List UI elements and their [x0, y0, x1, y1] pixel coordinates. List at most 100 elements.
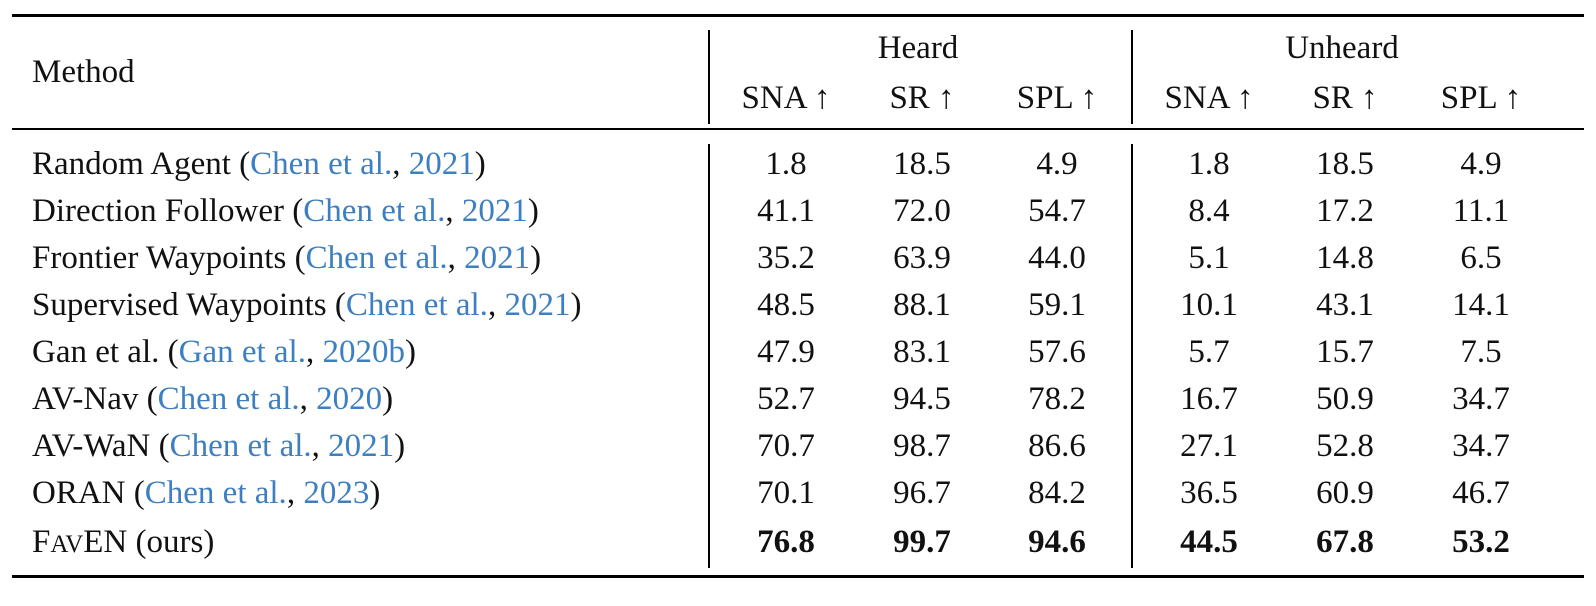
- citation-year-link[interactable]: 2021: [408, 146, 475, 182]
- table-cell: 94.5: [893, 381, 951, 417]
- table-cell: 44.0: [1028, 240, 1086, 276]
- ours-suffix: (ours): [135, 524, 215, 560]
- table-cell: 72.0: [893, 193, 951, 229]
- table-cell: 11.1: [1452, 193, 1510, 229]
- table-cell: 4.9: [1036, 146, 1078, 182]
- metric-header: SR ↑: [1312, 80, 1378, 116]
- method-header: Method: [32, 54, 135, 90]
- method-divider-header: [708, 30, 710, 124]
- ours-name-av: AV: [50, 531, 84, 558]
- table-cell: 10.1: [1180, 287, 1238, 323]
- table-cell: 98.7: [893, 428, 951, 464]
- metric-header: SPL ↑: [1440, 80, 1522, 116]
- method-name: Frontier Waypoints (Chen et al., 2021): [32, 240, 542, 276]
- metric-header: SR ↑: [889, 80, 955, 116]
- citation-author-link[interactable]: Gan et al.: [178, 334, 306, 370]
- citation-year-link[interactable]: 2021: [328, 428, 395, 464]
- citation-author-link[interactable]: Chen et al.: [345, 287, 488, 323]
- table-cell: 15.7: [1316, 334, 1374, 370]
- table-cell-ours: 44.5: [1180, 524, 1238, 560]
- table-cell: 78.2: [1028, 381, 1086, 417]
- method-label: Gan et al.: [32, 334, 160, 370]
- table-cell: 52.8: [1316, 428, 1374, 464]
- ours-name-en: EN: [83, 524, 128, 560]
- table-cell: 86.6: [1028, 428, 1086, 464]
- table-cell-ours: 53.2: [1452, 524, 1510, 560]
- table-cell: 18.5: [1316, 146, 1374, 182]
- table-cell: 5.7: [1188, 334, 1230, 370]
- metric-header: SPL ↑: [1016, 80, 1098, 116]
- citation-year-link[interactable]: 2020b: [322, 334, 405, 370]
- citation-year-link[interactable]: 2023: [303, 475, 370, 511]
- method-name: ORAN (Chen et al., 2023): [32, 475, 381, 511]
- table-cell: 14.8: [1316, 240, 1374, 276]
- table-cell: 46.7: [1452, 475, 1510, 511]
- method-label: AV-Nav: [32, 381, 139, 417]
- table-cell: 1.8: [765, 146, 807, 182]
- citation-year-link[interactable]: 2021: [504, 287, 571, 323]
- table-cell-ours: 94.6: [1028, 524, 1086, 560]
- top-rule: [12, 14, 1584, 17]
- method-name-ours: FAVEN (ours): [32, 522, 214, 565]
- table-cell: 63.9: [893, 240, 951, 276]
- table-cell: 7.5: [1460, 334, 1502, 370]
- citation-author-link[interactable]: Chen et al.: [157, 381, 300, 417]
- ours-name-f: F: [32, 524, 51, 560]
- method-label: Random Agent: [32, 146, 231, 182]
- table-cell: 36.5: [1180, 475, 1238, 511]
- table-cell-ours: 67.8: [1316, 524, 1374, 560]
- table-cell-ours: 76.8: [757, 524, 815, 560]
- bottom-rule: [12, 575, 1584, 578]
- table-cell: 35.2: [757, 240, 815, 276]
- table-cell: 17.2: [1316, 193, 1374, 229]
- table-cell: 54.7: [1028, 193, 1086, 229]
- method-name: AV-WaN (Chen et al., 2021): [32, 428, 406, 464]
- table-cell: 83.1: [893, 334, 951, 370]
- method-name: Random Agent (Chen et al., 2021): [32, 146, 486, 182]
- method-label: ORAN: [32, 475, 126, 511]
- method-divider-body: [708, 144, 710, 568]
- citation-year-link[interactable]: 2021: [461, 193, 528, 229]
- table-cell: 14.1: [1452, 287, 1510, 323]
- citation-year-link[interactable]: 2020: [316, 381, 383, 417]
- group-header-heard: Heard: [877, 30, 959, 66]
- table-cell: 48.5: [757, 287, 815, 323]
- group-divider-header: [1131, 30, 1133, 124]
- method-label: AV-WaN: [32, 428, 151, 464]
- table-cell: 70.1: [757, 475, 815, 511]
- table-cell: 57.6: [1028, 334, 1086, 370]
- table-cell: 5.1: [1188, 240, 1230, 276]
- table-cell: 43.1: [1316, 287, 1374, 323]
- citation-author-link[interactable]: Chen et al.: [169, 428, 312, 464]
- table-cell: 16.7: [1180, 381, 1238, 417]
- method-name: Direction Follower (Chen et al., 2021): [32, 193, 539, 229]
- table-cell: 47.9: [757, 334, 815, 370]
- table-cell: 59.1: [1028, 287, 1086, 323]
- table-cell: 52.7: [757, 381, 815, 417]
- table-cell: 34.7: [1452, 381, 1510, 417]
- metric-header: SNA ↑: [1164, 80, 1254, 116]
- table-cell-ours: 99.7: [893, 524, 951, 560]
- table-cell: 4.9: [1460, 146, 1502, 182]
- method-name: Supervised Waypoints (Chen et al., 2021): [32, 287, 582, 323]
- citation-author-link[interactable]: Chen et al.: [303, 193, 446, 229]
- citation-author-link[interactable]: Chen et al.: [144, 475, 287, 511]
- group-divider-body: [1131, 144, 1133, 568]
- table-cell: 50.9: [1316, 381, 1374, 417]
- table-cell: 34.7: [1452, 428, 1510, 464]
- table-cell: 88.1: [893, 287, 951, 323]
- table-cell: 60.9: [1316, 475, 1374, 511]
- citation-author-link[interactable]: Chen et al.: [250, 146, 393, 182]
- table-cell: 8.4: [1188, 193, 1230, 229]
- citation-author-link[interactable]: Chen et al.: [305, 240, 448, 276]
- table-cell: 1.8: [1188, 146, 1230, 182]
- table-cell: 41.1: [757, 193, 815, 229]
- table-cell: 84.2: [1028, 475, 1086, 511]
- method-label: Supervised Waypoints: [32, 287, 327, 323]
- metric-header: SNA ↑: [741, 80, 831, 116]
- citation-year-link[interactable]: 2021: [464, 240, 531, 276]
- method-name: AV-Nav (Chen et al., 2020): [32, 381, 394, 417]
- group-header-unheard: Unheard: [1285, 30, 1399, 66]
- method-label: Frontier Waypoints: [32, 240, 287, 276]
- table-cell: 70.7: [757, 428, 815, 464]
